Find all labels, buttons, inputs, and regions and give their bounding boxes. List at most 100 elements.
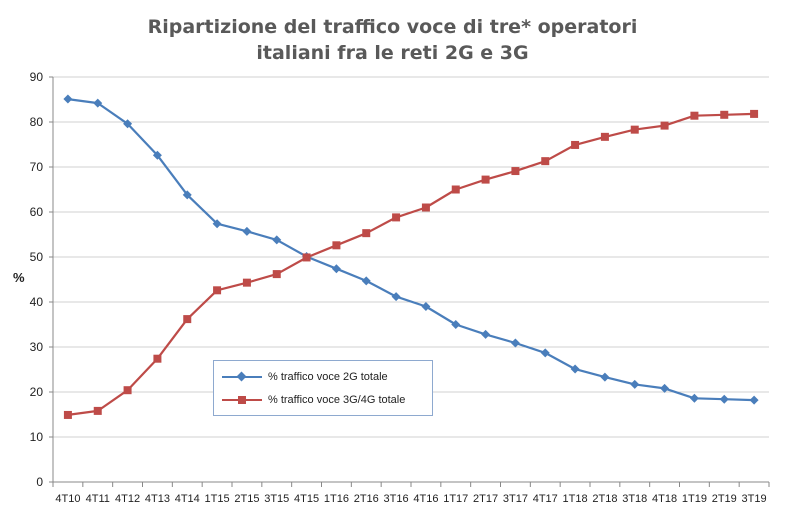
series-line-2g bbox=[67, 98, 755, 402]
data-point-3g4g bbox=[302, 253, 311, 262]
chart-title: Ripartizione del traffico voce di tre* o… bbox=[0, 14, 785, 66]
x-tick-label: 4T10 bbox=[55, 493, 80, 505]
data-point-2g bbox=[212, 219, 222, 229]
x-tick-label: 1T16 bbox=[324, 493, 349, 505]
legend-item-2g: % traffico voce 2G totale bbox=[214, 368, 388, 386]
diamond-marker-icon bbox=[236, 371, 247, 382]
data-point-2g bbox=[182, 190, 192, 200]
x-tick-label: 4T13 bbox=[145, 493, 170, 505]
data-point-3g4g bbox=[183, 315, 192, 324]
legend-swatch-2g bbox=[222, 368, 262, 386]
y-tick-label: 20 bbox=[30, 385, 44, 399]
y-axis-label: % bbox=[13, 270, 25, 285]
y-tick-label: 40 bbox=[30, 295, 44, 309]
data-point-2g bbox=[123, 119, 133, 129]
data-point-2g bbox=[391, 292, 401, 302]
x-tick-label: 1T18 bbox=[563, 493, 588, 505]
data-point-3g4g bbox=[153, 354, 162, 363]
x-tick-label: 3T18 bbox=[622, 493, 647, 505]
x-tick-label: 3T15 bbox=[264, 493, 289, 505]
data-point-3g4g bbox=[362, 229, 371, 238]
data-point-2g bbox=[689, 393, 699, 403]
y-tick-label: 10 bbox=[30, 430, 44, 444]
data-point-3g4g bbox=[213, 286, 222, 295]
y-tick-label: 80 bbox=[30, 115, 44, 129]
y-tick-label: 30 bbox=[30, 340, 44, 354]
chart-title-line-2: italiani fra le reti 2G e 3G bbox=[256, 42, 529, 64]
data-point-2g bbox=[630, 379, 640, 389]
data-point-2g bbox=[63, 94, 73, 104]
y-tick-label: 90 bbox=[30, 70, 44, 84]
data-point-3g4g bbox=[511, 167, 520, 176]
data-point-2g bbox=[272, 235, 282, 245]
data-point-3g4g bbox=[660, 121, 669, 130]
data-point-2g bbox=[481, 329, 491, 339]
gridlines bbox=[53, 76, 769, 438]
x-tick-label: 2T18 bbox=[592, 493, 617, 505]
data-point-3g4g bbox=[481, 175, 490, 184]
y-tick-label: 0 bbox=[36, 475, 43, 489]
legend-label-2g: % traffico voce 2G totale bbox=[268, 371, 388, 383]
data-point-2g bbox=[719, 394, 729, 404]
data-point-3g4g bbox=[630, 125, 639, 134]
data-point-3g4g bbox=[272, 270, 281, 279]
data-point-3g4g bbox=[242, 278, 251, 287]
x-tick-label: 2T16 bbox=[354, 493, 379, 505]
x-tick-label: 4T12 bbox=[115, 493, 140, 505]
y-tick-label: 50 bbox=[30, 250, 44, 264]
data-point-3g4g bbox=[123, 386, 132, 395]
data-point-2g bbox=[510, 338, 520, 348]
chart-title-line-1: Ripartizione del traffico voce di tre* o… bbox=[147, 16, 638, 38]
data-point-3g4g bbox=[720, 110, 729, 119]
x-tick-label: 4T14 bbox=[175, 493, 200, 505]
data-point-3g4g bbox=[421, 203, 430, 212]
series-group bbox=[63, 94, 759, 419]
data-point-3g4g bbox=[600, 132, 609, 141]
x-tick-label: 4T11 bbox=[86, 493, 110, 505]
data-point-3g4g bbox=[690, 111, 699, 120]
legend-label-3g4g: % traffico voce 3G/4G totale bbox=[268, 394, 406, 406]
data-point-3g4g bbox=[451, 185, 460, 194]
x-tick-label: 4T16 bbox=[413, 493, 438, 505]
data-point-2g bbox=[93, 98, 103, 108]
data-point-3g4g bbox=[63, 410, 72, 419]
x-tick-label: 2T15 bbox=[234, 493, 259, 505]
data-point-2g bbox=[451, 320, 461, 329]
x-tick-label: 1T19 bbox=[682, 493, 707, 505]
data-point-2g bbox=[361, 276, 371, 286]
data-point-2g bbox=[660, 383, 670, 393]
x-tick-label: 4T15 bbox=[294, 493, 319, 505]
x-tick-label: 2T17 bbox=[473, 493, 498, 505]
data-point-3g4g bbox=[571, 140, 580, 149]
x-tick-label: 3T19 bbox=[742, 493, 767, 505]
data-point-2g bbox=[331, 264, 341, 274]
x-tick-label: 1T17 bbox=[443, 493, 468, 505]
y-tick-label: 70 bbox=[30, 160, 44, 174]
square-marker-icon bbox=[238, 396, 246, 404]
legend: % traffico voce 2G totale % traffico voc… bbox=[213, 360, 433, 416]
data-point-2g bbox=[242, 226, 252, 236]
data-point-2g bbox=[540, 348, 550, 358]
legend-item-3g4g: % traffico voce 3G/4G totale bbox=[214, 391, 405, 409]
x-tick-label: 1T15 bbox=[205, 493, 230, 505]
data-point-3g4g bbox=[332, 241, 341, 250]
x-tick-label: 4T17 bbox=[533, 493, 558, 505]
data-point-3g4g bbox=[93, 406, 102, 415]
series-line-3g4g bbox=[67, 112, 755, 416]
axes: 0 10 20 30 40 50 60 70 80 90 4T10 4T11 4T12 4T13 4T14 1… bbox=[30, 70, 770, 505]
data-point-3g4g bbox=[750, 109, 759, 118]
x-tick-label: 3T16 bbox=[384, 493, 409, 505]
x-tick-label: 3T17 bbox=[503, 493, 528, 505]
x-tick-label: 2T19 bbox=[712, 493, 737, 505]
x-tick-label: 4T18 bbox=[652, 493, 677, 505]
data-point-2g bbox=[570, 364, 580, 374]
data-point-3g4g bbox=[392, 213, 401, 222]
data-point-2g bbox=[421, 302, 431, 311]
legend-swatch-3g4g bbox=[222, 391, 262, 409]
y-tick-label: 60 bbox=[30, 205, 44, 219]
data-point-2g bbox=[152, 150, 162, 160]
data-point-2g bbox=[749, 395, 759, 405]
data-point-2g bbox=[600, 372, 610, 382]
